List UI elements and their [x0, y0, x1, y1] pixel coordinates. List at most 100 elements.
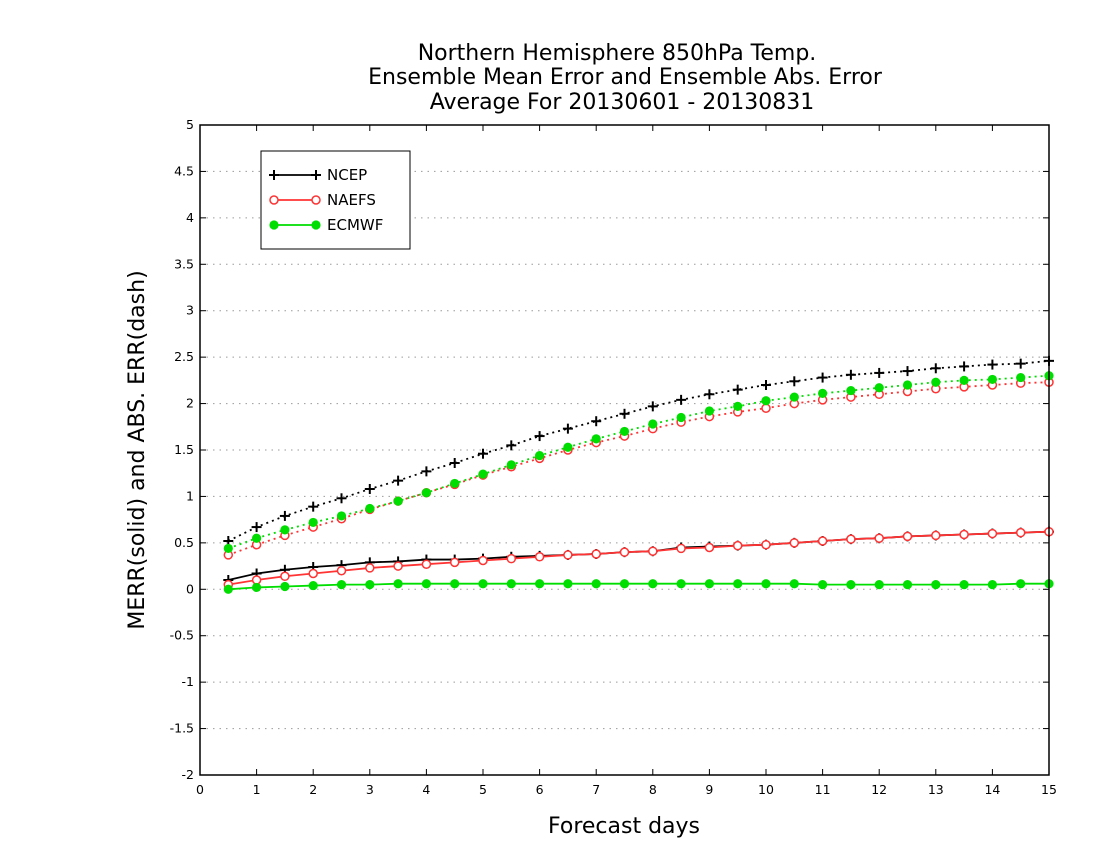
- y-tick-label: 2: [186, 396, 194, 411]
- naefs-mean-error-point: [308, 568, 318, 579]
- ecmwf-mean-error-point: [280, 581, 290, 592]
- ecmwf-abs-error-point: [676, 412, 686, 423]
- naefs-mean-error-point: [251, 575, 262, 585]
- ecmwf-mean-error-point: [619, 579, 630, 589]
- ncep-abs-error-point: [1015, 358, 1026, 369]
- ecmwf-mean-error-point: [535, 579, 545, 589]
- legend-marker: [311, 170, 321, 180]
- ncep-abs-error-point: [959, 361, 970, 372]
- naefs-mean-error-point: [1015, 527, 1026, 538]
- ncep-abs-error-point: [336, 493, 347, 504]
- x-tick-label: 2: [309, 782, 317, 797]
- y-tick-label: -2: [182, 767, 194, 782]
- legend: NCEP NAEFS ECMWF: [260, 150, 411, 250]
- series-layer: [223, 355, 1054, 594]
- ecmwf-abs-error-point: [619, 426, 630, 437]
- legend-marker: [269, 195, 279, 205]
- naefs-mean-error-point: [449, 557, 460, 568]
- y-tick-label: -0.5: [170, 628, 194, 643]
- ecmwf-abs-error-point: [648, 419, 658, 429]
- naefs-mean-error-point: [987, 528, 998, 539]
- plot-frame: [199, 124, 1050, 776]
- ecmwf-mean-error-point: [902, 580, 913, 590]
- ecmwf-abs-error-point: [846, 385, 856, 396]
- ecmwf-abs-error-line: [227, 374, 1050, 550]
- ecmwf-abs-error-point: [931, 377, 941, 387]
- naefs-mean-error-point: [817, 536, 828, 546]
- legend-label: ECMWF: [327, 216, 383, 234]
- y-tick-label: 4: [186, 210, 194, 225]
- y-tick-label: 1: [186, 488, 194, 503]
- naefs-mean-error-point: [704, 542, 715, 553]
- x-tick-label: 0: [196, 782, 204, 797]
- ecmwf-mean-error-point: [931, 580, 941, 590]
- ecmwf-mean-error-point: [818, 580, 828, 590]
- ncep-abs-error-point: [591, 416, 602, 427]
- ecmwf-mean-error-point: [421, 579, 431, 589]
- ecmwf-mean-error-point: [846, 580, 856, 590]
- legend-item-ecmwf: ECMWF: [269, 216, 383, 234]
- x-tick-label: 9: [705, 782, 713, 797]
- series-ncep: [223, 355, 1054, 585]
- naefs-mean-error-point: [478, 555, 488, 566]
- ecmwf-abs-error-point: [591, 434, 601, 444]
- naefs-mean-error-point: [421, 559, 432, 569]
- x-tick-label: 8: [649, 782, 657, 797]
- x-tick-label: 11: [815, 782, 831, 797]
- y-tick-label: 2.5: [174, 349, 194, 364]
- ecmwf-mean-error-point: [733, 579, 743, 589]
- ncep-abs-error-point: [421, 466, 432, 477]
- x-tick-label: 7: [592, 782, 600, 797]
- ecmwf-abs-error-point: [478, 469, 488, 479]
- ecmwf-abs-error-point: [336, 511, 347, 521]
- ecmwf-abs-error-point: [421, 488, 431, 498]
- ncep-abs-error-point: [364, 484, 375, 494]
- naefs-mean-error-point: [959, 529, 969, 540]
- ecmwf-mean-error-point: [648, 579, 658, 589]
- ncep-abs-error-point: [251, 522, 262, 533]
- y-tick-label: 1.5: [174, 442, 194, 457]
- naefs-mean-error-point: [393, 561, 403, 571]
- legend-item-ncep: NCEP: [269, 166, 367, 184]
- naefs-mean-error-point: [761, 539, 771, 550]
- naefs-mean-error-point: [902, 531, 913, 542]
- ecmwf-mean-error-point: [450, 579, 460, 589]
- naefs-mean-error-point: [789, 538, 800, 548]
- series-ecmwf: [223, 371, 1054, 594]
- ecmwf-mean-error-point: [959, 580, 969, 590]
- ncep-abs-error-point: [562, 423, 573, 434]
- ecmwf-mean-error-point: [704, 579, 715, 589]
- ncep-abs-error-point: [478, 448, 488, 459]
- ncep-abs-error-point: [789, 376, 800, 387]
- y-tick-label: -1: [182, 674, 194, 689]
- ncep-abs-error-point: [676, 394, 687, 405]
- x-tick-label: 14: [984, 782, 1000, 797]
- ecmwf-abs-error-point: [535, 450, 545, 461]
- ecmwf-mean-error-point: [308, 580, 318, 591]
- x-tick-label: 3: [366, 782, 374, 797]
- ncep-abs-error-point: [930, 363, 941, 374]
- legend-marker: [269, 220, 279, 230]
- x-tick-label: 5: [479, 782, 487, 797]
- ncep-abs-error-point: [308, 501, 319, 512]
- x-tick-labels: 0 1 2 3 4 5 6 7 8 9 10 11 12 13 14 15: [196, 782, 1057, 797]
- naefs-mean-error-point: [563, 550, 573, 560]
- chart-title: Northern Hemisphere 850hPa Temp. Ensembl…: [368, 41, 883, 115]
- ecmwf-abs-error-point: [223, 543, 233, 554]
- ecmwf-mean-error-point: [223, 584, 233, 594]
- ecmwf-abs-error-point: [704, 406, 715, 416]
- naefs-mean-error-point: [619, 547, 630, 557]
- ncep-abs-error-point: [761, 380, 771, 390]
- ecmwf-mean-error-point: [506, 579, 516, 589]
- ncep-abs-error-point: [449, 458, 460, 468]
- ecmwf-mean-error-point: [874, 580, 884, 590]
- naefs-mean-error-point: [336, 565, 347, 576]
- title-line-2: Ensemble Mean Error and Ensemble Abs. Er…: [368, 65, 883, 90]
- ecmwf-abs-error-point: [761, 396, 771, 406]
- ncep-abs-error-point: [647, 401, 658, 412]
- x-tick-label: 4: [422, 782, 430, 797]
- ecmwf-abs-error-point: [365, 503, 375, 514]
- ecmwf-mean-error-point: [676, 579, 686, 589]
- x-tick-label: 15: [1041, 782, 1057, 797]
